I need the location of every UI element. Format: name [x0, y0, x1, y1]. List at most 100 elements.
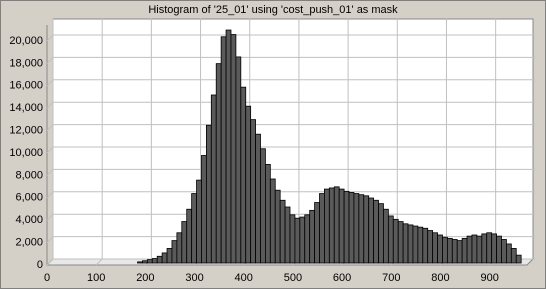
y-tick [46, 236, 54, 243]
bar [201, 155, 207, 264]
bar [146, 259, 153, 264]
bar [456, 240, 463, 264]
bar [446, 237, 453, 264]
bar [442, 236, 448, 264]
x-tick-label: 700 [382, 272, 400, 284]
bar [476, 235, 483, 264]
bar [407, 224, 414, 264]
x-tick-label: 900 [480, 272, 498, 284]
bar [137, 261, 143, 264]
bar [284, 206, 291, 264]
y-tick-label: 16,000 [9, 80, 43, 92]
bar [309, 209, 315, 264]
bar [417, 226, 424, 264]
bar [515, 254, 522, 264]
y-tick [46, 169, 54, 176]
bar [274, 189, 281, 264]
bar [348, 192, 355, 264]
bar [461, 237, 468, 264]
bar [181, 221, 188, 264]
bar [156, 255, 163, 264]
bar [510, 248, 517, 264]
bar [196, 179, 202, 264]
bar [402, 223, 409, 264]
x-tick-label: 0 [44, 272, 50, 284]
x-tick-label: 400 [235, 272, 253, 284]
x-tick-label: 100 [87, 272, 105, 284]
bar [432, 232, 438, 264]
bar [506, 243, 512, 264]
bar [324, 188, 330, 264]
bar [368, 197, 375, 264]
bar [250, 119, 256, 264]
x-tick-label: 200 [136, 272, 154, 284]
bar [343, 190, 350, 264]
bar [422, 227, 429, 264]
bar [235, 56, 242, 264]
bar [383, 208, 389, 264]
y-tick [46, 124, 54, 131]
bar [171, 240, 178, 264]
chart-title: Histogram of '25_01' using 'cost_push_01… [148, 4, 398, 16]
bar [186, 208, 193, 264]
x-tick-label: 800 [431, 272, 449, 284]
bar [412, 225, 419, 264]
y-tick [46, 34, 54, 42]
bar [319, 193, 325, 264]
bar [437, 234, 443, 264]
y-tick [46, 79, 54, 87]
bar [373, 199, 379, 264]
bar [338, 188, 345, 264]
bar [314, 202, 320, 264]
bar [269, 178, 276, 264]
bar [471, 234, 478, 264]
bar [279, 199, 286, 264]
bar [328, 187, 335, 264]
bar [466, 235, 473, 264]
bar [299, 216, 306, 264]
bar [358, 194, 365, 264]
bar [260, 148, 266, 264]
bar [151, 258, 158, 264]
bar [166, 248, 173, 264]
y-tick-label: 2,000 [15, 237, 43, 249]
bar [501, 239, 507, 264]
bar [240, 86, 247, 264]
bar [220, 36, 227, 264]
x-tick-label: 300 [185, 272, 203, 284]
bar [378, 203, 384, 264]
x-tick [95, 258, 103, 266]
y-tick-label: 8,000 [15, 169, 43, 181]
bar [245, 105, 252, 264]
y-tick [46, 101, 54, 109]
y-tick-label: 12,000 [9, 125, 43, 137]
y-tick-label: 10,000 [9, 147, 43, 159]
bar [392, 218, 399, 264]
y-tick-label: 0 [37, 259, 43, 271]
y-tick-label: 14,000 [9, 102, 43, 114]
bar [451, 239, 458, 264]
y-tick-label: 6,000 [15, 192, 43, 204]
bar [225, 29, 232, 264]
bar [486, 232, 493, 264]
bar [481, 233, 488, 264]
bar [230, 34, 237, 264]
bar [353, 193, 360, 264]
bar [142, 260, 148, 264]
bar [333, 186, 340, 264]
bar [304, 214, 311, 264]
y-tick [46, 146, 54, 154]
bar [387, 215, 394, 264]
x-tick-label: 600 [333, 272, 351, 284]
bar [255, 133, 261, 264]
bar [205, 124, 212, 264]
bar [363, 195, 370, 264]
bar [289, 214, 296, 264]
bar [427, 230, 434, 264]
bar [265, 164, 271, 264]
bar [397, 221, 404, 264]
bar [176, 232, 183, 264]
y-tick-label: 20,000 [9, 35, 43, 47]
bar [161, 252, 168, 264]
